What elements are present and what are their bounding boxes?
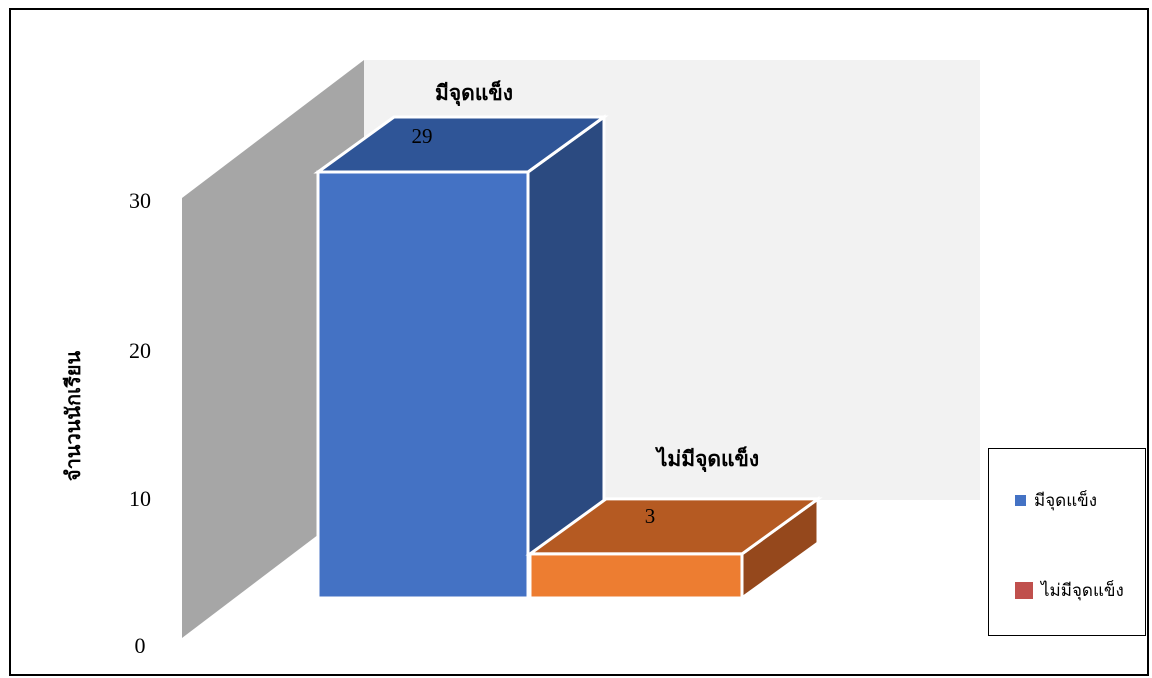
legend-item-series1: มีจุดแข็ง	[1015, 487, 1097, 514]
legend-swatch-series2	[1015, 582, 1033, 599]
bar-front-face	[316, 170, 530, 600]
legend-item-series2: ไม่มีจุดแข็ง	[1015, 577, 1124, 604]
bar-2	[525, 495, 823, 601]
legend: มีจุดแข็ง ไม่มีจุดแข็ง	[988, 448, 1146, 636]
y-tick-label: 30	[129, 188, 151, 213]
bar-value-label: 3	[645, 504, 656, 528]
bar-front-face	[528, 552, 744, 600]
y-tick-label: 20	[129, 338, 151, 363]
legend-label-series2: ไม่มีจุดแข็ง	[1041, 581, 1124, 601]
bar-1	[313, 114, 609, 601]
legend-swatch-series1	[1015, 495, 1026, 506]
y-axis-ticks: 0 10 20 30	[129, 188, 151, 658]
category-label: มีจุดแข็ง	[435, 79, 513, 107]
legend-label-series1: มีจุดแข็ง	[1034, 491, 1098, 511]
bar-value-label: 29	[412, 124, 433, 148]
y-axis-label: จำนวนนักเรียน	[61, 351, 85, 482]
bars: 29มีจุดแข็ง 3 ไม่มีจุดแข็ง	[313, 79, 823, 601]
y-tick-label: 0	[135, 633, 146, 658]
y-tick-label: 10	[129, 486, 151, 511]
category-label: ไม่มีจุดแข็ง	[655, 445, 759, 473]
